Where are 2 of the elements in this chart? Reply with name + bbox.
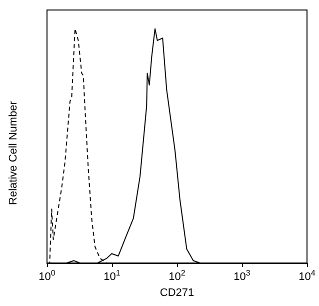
x-axis-title: CD271 bbox=[160, 286, 194, 299]
y-axis-title: Relative Cell Number bbox=[8, 100, 20, 205]
